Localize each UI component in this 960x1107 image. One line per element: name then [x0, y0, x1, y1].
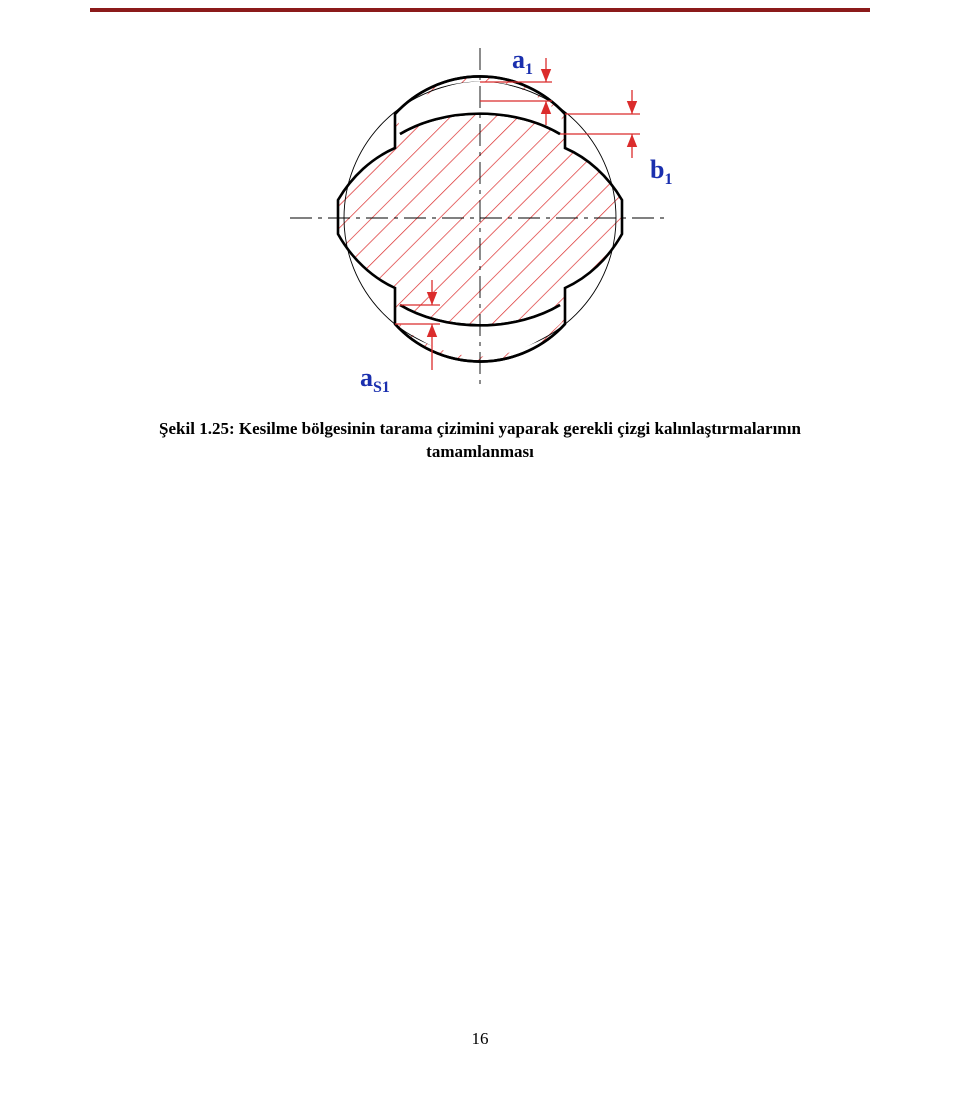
page-top-rule [90, 8, 870, 12]
technical-figure: a1 b1 aS1 [0, 30, 960, 410]
page-number: 16 [0, 1029, 960, 1049]
label-b1: b1 [650, 155, 672, 188]
section-drawing-svg: a1 b1 aS1 [220, 30, 740, 410]
caption-prefix: Şekil 1.25: [159, 419, 235, 438]
figure-caption: Şekil 1.25: Kesilme bölgesinin tarama çi… [0, 418, 960, 464]
label-a1: a1 [512, 45, 533, 78]
caption-body: Kesilme bölgesinin tarama çizimini yapar… [239, 419, 801, 438]
label-as1: aS1 [360, 363, 390, 396]
caption-line2: tamamlanması [426, 442, 534, 461]
